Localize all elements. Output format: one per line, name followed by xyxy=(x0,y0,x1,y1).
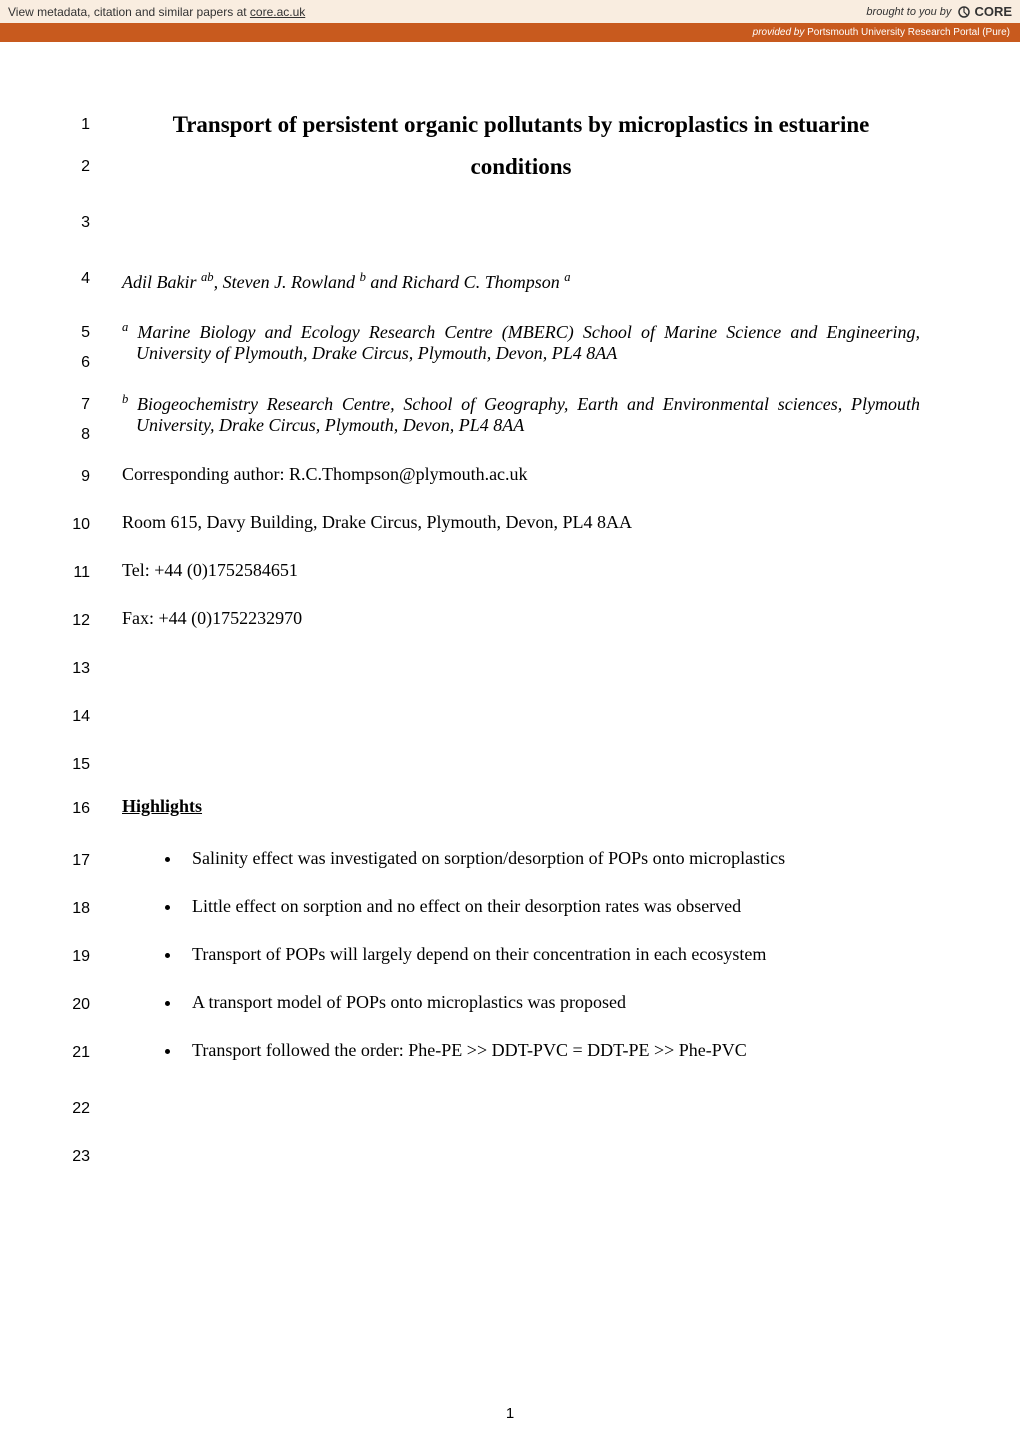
authors-text: Adil Bakir ab, Steven J. Rowland b and R… xyxy=(122,272,571,292)
line-number: 4 xyxy=(60,266,90,288)
highlights-heading: Highlights xyxy=(122,796,920,817)
core-label: CORE xyxy=(974,4,1012,19)
line-number: 20 xyxy=(60,992,90,1014)
bullet-item: Little effect on sorption and no effect … xyxy=(122,896,920,917)
core-link[interactable]: core.ac.uk xyxy=(250,5,305,19)
line-number: 16 xyxy=(60,796,90,818)
line-number: 12 xyxy=(60,608,90,630)
line-number: 18 xyxy=(60,896,90,918)
line-number: 15 xyxy=(60,752,90,774)
brought-by-text: brought to you by xyxy=(866,6,951,18)
affiliation-b: b Biogeochemistry Research Centre, Schoo… xyxy=(122,392,920,436)
core-icon xyxy=(957,5,971,19)
line-number: 11 xyxy=(60,560,90,582)
bullet-item: Salinity effect was investigated on sorp… xyxy=(122,848,920,869)
fax-line: Fax: +44 (0)1752232970 xyxy=(122,608,920,629)
line-number: 23 xyxy=(60,1144,90,1166)
bullet-item: Transport followed the order: Phe-PE >> … xyxy=(122,1040,920,1061)
line-number: 21 xyxy=(60,1040,90,1062)
sub-banner: provided by Portsmouth University Resear… xyxy=(0,26,1020,42)
line-number: 9 xyxy=(60,464,90,486)
line-number: 1 xyxy=(60,112,90,134)
bullet-item: A transport model of POPs onto microplas… xyxy=(122,992,920,1013)
page-content: 1 Transport of persistent organic pollut… xyxy=(0,42,1020,1232)
bullet-item: Transport of POPs will largely depend on… xyxy=(122,944,920,965)
core-banner: View metadata, citation and similar pape… xyxy=(0,0,1020,26)
line-number: 22 xyxy=(60,1096,90,1118)
title-line-2: conditions xyxy=(122,154,920,180)
line-number: 10 xyxy=(60,512,90,534)
line-number: 13 xyxy=(60,656,90,678)
line-number: 2 xyxy=(60,154,90,176)
line-number: 14 xyxy=(60,704,90,726)
provided-by-prefix: provided by xyxy=(753,27,807,38)
line-number: 3 xyxy=(60,210,90,232)
banner-left-text: View metadata, citation and similar pape… xyxy=(8,5,305,19)
banner-prefix: View metadata, citation and similar pape… xyxy=(8,5,250,19)
line-number: 5 xyxy=(60,320,90,342)
authors-line: Adil Bakir ab, Steven J. Rowland b and R… xyxy=(122,270,920,293)
line-number: 6 xyxy=(60,350,90,372)
page-number: 1 xyxy=(506,1405,514,1422)
line-number: 7 xyxy=(60,392,90,414)
core-logo[interactable]: CORE xyxy=(957,4,1012,19)
line-number: 19 xyxy=(60,944,90,966)
line-number: 17 xyxy=(60,848,90,870)
address-line: Room 615, Davy Building, Drake Circus, P… xyxy=(122,512,920,533)
corresponding-author: Corresponding author: R.C.Thompson@plymo… xyxy=(122,464,920,485)
banner-right: brought to you by CORE xyxy=(866,4,1012,19)
affiliation-a: a Marine Biology and Ecology Research Ce… xyxy=(122,320,920,364)
tel-line: Tel: +44 (0)1752584651 xyxy=(122,560,920,581)
provided-by-source: Portsmouth University Research Portal (P… xyxy=(807,27,1010,38)
line-number: 8 xyxy=(60,422,90,444)
title-line-1: Transport of persistent organic pollutan… xyxy=(122,112,920,138)
